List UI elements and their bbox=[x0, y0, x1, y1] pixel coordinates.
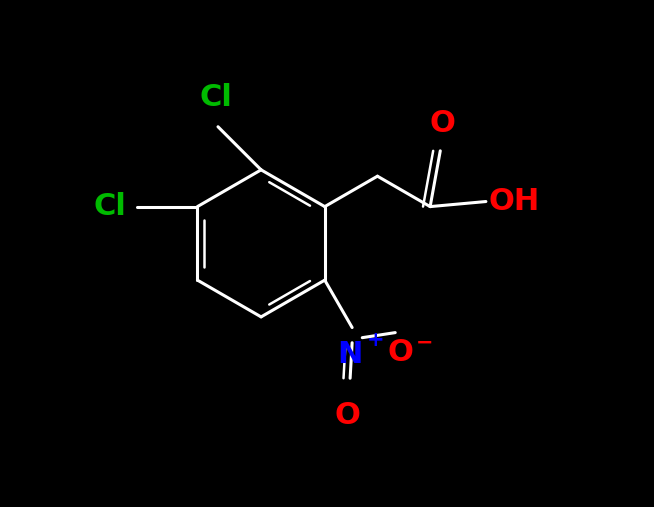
Text: Cl: Cl bbox=[199, 83, 232, 112]
Text: OH: OH bbox=[489, 187, 540, 216]
Text: O: O bbox=[387, 338, 413, 367]
Text: +: + bbox=[366, 330, 384, 350]
Text: N: N bbox=[337, 340, 362, 369]
Text: −: − bbox=[415, 333, 433, 352]
Text: Cl: Cl bbox=[94, 192, 126, 221]
Text: O: O bbox=[334, 401, 360, 430]
Text: O: O bbox=[430, 109, 456, 138]
